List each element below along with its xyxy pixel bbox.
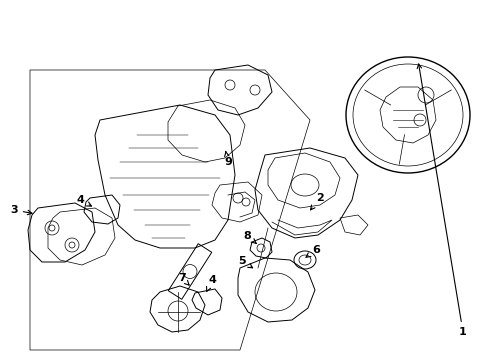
Text: 4: 4 — [76, 195, 92, 206]
Text: 5: 5 — [238, 256, 253, 268]
Text: 7: 7 — [178, 273, 189, 285]
Text: 2: 2 — [311, 193, 324, 210]
Text: 9: 9 — [224, 152, 232, 167]
Text: 3: 3 — [10, 205, 32, 215]
Text: 4: 4 — [207, 275, 216, 291]
Text: 6: 6 — [306, 245, 320, 257]
Text: 1: 1 — [417, 64, 467, 337]
Text: 8: 8 — [243, 231, 256, 243]
